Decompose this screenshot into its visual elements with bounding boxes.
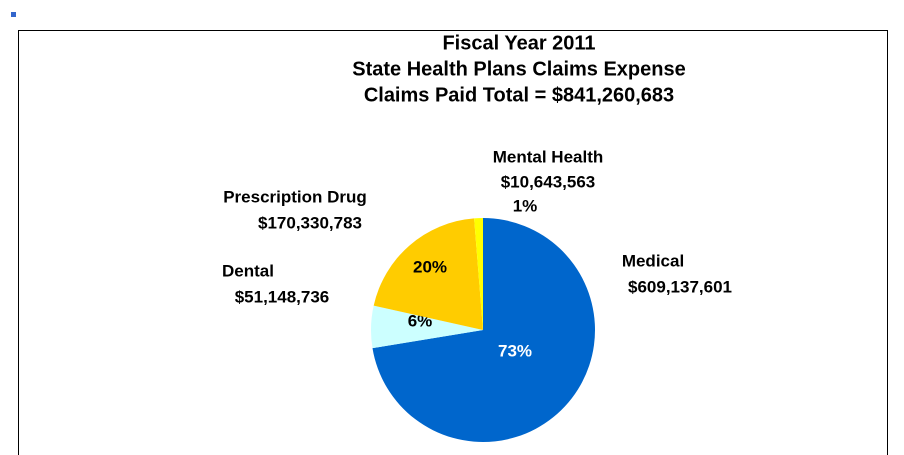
chart-frame (18, 30, 888, 455)
value-label: $170,330,783 (258, 213, 362, 232)
pie-slice (474, 218, 483, 330)
pie-slice (373, 218, 483, 330)
value-label: $609,137,601 (628, 277, 732, 296)
handle (11, 12, 16, 17)
category-label: Medical (622, 251, 684, 270)
pie-slice (372, 218, 595, 442)
category-label: Prescription Drug (223, 187, 367, 206)
category-label: Mental Health (493, 147, 604, 166)
percent-label: 20% (413, 257, 447, 276)
category-label: Dental (222, 261, 274, 280)
value-label: $10,643,563 (501, 172, 596, 191)
total-label: Claims Paid Total = $841,260,683 (364, 84, 674, 106)
percent-label: 1% (513, 196, 538, 215)
percent-label: 73% (498, 341, 532, 360)
pie-slice (371, 305, 483, 349)
chart-subtitle: State Health Plans Claims Expense (352, 58, 685, 80)
chart-title: Fiscal Year 2011 (442, 32, 595, 54)
value-label: $51,148,736 (235, 287, 330, 306)
